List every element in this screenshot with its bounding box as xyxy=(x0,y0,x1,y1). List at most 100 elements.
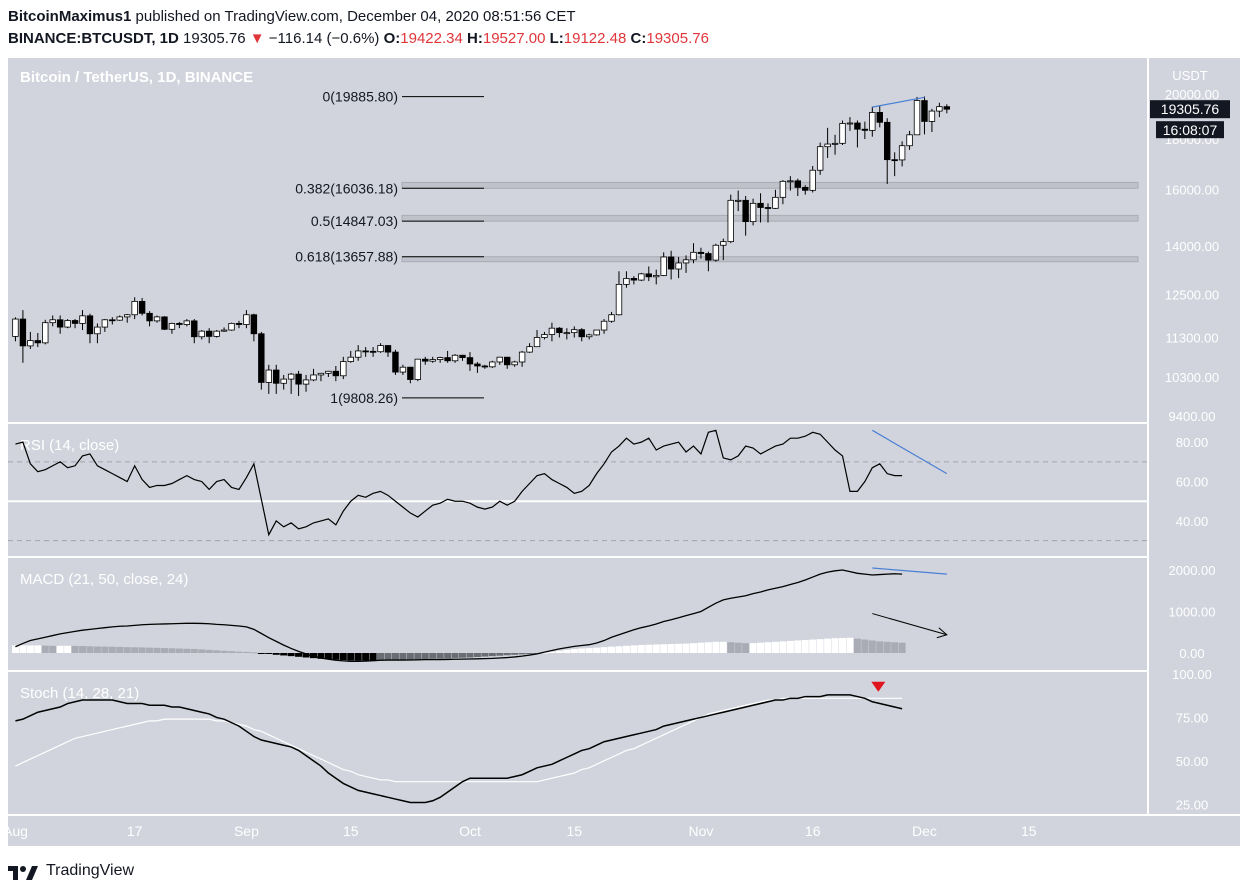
macd-histogram-bar xyxy=(846,637,854,653)
candle-body xyxy=(511,361,518,366)
sell-signal-marker-icon xyxy=(871,681,886,692)
macd-pane-title: MACD (21, 50, close, 24) xyxy=(20,571,188,588)
open-value: 19422.34 xyxy=(400,30,463,47)
candle-body xyxy=(787,180,794,183)
macd-histogram-bar xyxy=(578,648,586,653)
candle-body xyxy=(138,300,146,314)
candle-body xyxy=(802,186,809,191)
price-tick-label: 9400.00 xyxy=(1169,409,1216,424)
candle-body xyxy=(884,121,891,161)
candle-body xyxy=(310,374,317,381)
candle-body xyxy=(56,319,64,328)
candle-body xyxy=(593,329,600,336)
macd-histogram-bar xyxy=(652,644,660,653)
fib-level-label-0: 0(19885.80) xyxy=(322,89,398,105)
macd-histogram-bar xyxy=(49,645,57,653)
publisher-line: BitcoinMaximus1 published on TradingView… xyxy=(8,6,1228,28)
macd-histogram-bar xyxy=(108,646,116,653)
macd-histogram-bar xyxy=(608,646,616,653)
candle-body xyxy=(474,363,481,367)
candle-body xyxy=(34,340,42,344)
macd-histogram-bar xyxy=(779,641,787,653)
macd-histogram-bar xyxy=(369,653,377,661)
macd-histogram-bar xyxy=(794,640,802,653)
macd-histogram-bar xyxy=(801,640,809,653)
candle-body xyxy=(496,356,503,363)
macd-histogram-bar xyxy=(295,653,303,657)
candle-body xyxy=(906,134,913,147)
candle-body xyxy=(414,358,422,380)
candle-body xyxy=(191,320,198,338)
macd-histogram-bar xyxy=(153,647,161,653)
symbol-label: BINANCE:BTCUSDT, 1D xyxy=(8,30,179,47)
price-axis-background xyxy=(1149,58,1240,814)
macd-histogram-bar xyxy=(131,647,139,653)
macd-histogram-bar xyxy=(518,653,526,655)
candle-body xyxy=(183,320,191,325)
candle-body xyxy=(541,334,548,338)
candle-body xyxy=(839,123,846,144)
last-price-tag-label: 19305.76 xyxy=(1161,101,1220,117)
candle-body xyxy=(824,143,831,148)
macd-histogram-bar xyxy=(689,643,697,653)
macd-histogram-bar xyxy=(660,644,668,653)
price-tick-label: 12500.00 xyxy=(1165,287,1219,302)
candle-body xyxy=(176,323,183,325)
candle-body xyxy=(27,340,34,347)
macd-histogram-bar xyxy=(79,646,87,653)
candle-body xyxy=(600,320,608,331)
macd-histogram-bar xyxy=(473,653,481,658)
macd-histogram-bar xyxy=(749,643,757,653)
candle-body xyxy=(220,329,228,332)
macd-histogram-bar xyxy=(123,647,131,653)
candle-body xyxy=(548,327,556,335)
macd-histogram-bar xyxy=(205,649,213,653)
stoch-tick-label: 25.00 xyxy=(1176,797,1209,812)
price-tick-label: 20000.00 xyxy=(1165,87,1219,102)
candle-body xyxy=(265,369,272,383)
candle-body xyxy=(392,351,399,373)
macd-histogram-bar xyxy=(175,648,183,653)
fib-level-label-2: 0.5(14847.03) xyxy=(311,213,398,229)
price-change: −116.14 (−0.6%) xyxy=(268,30,380,47)
macd-histogram-bar xyxy=(391,653,399,661)
candle-body xyxy=(891,159,898,162)
candle-body xyxy=(623,278,630,285)
macd-histogram-bar xyxy=(64,645,72,653)
macd-histogram-bar xyxy=(302,653,310,658)
price-pane-title: Bitcoin / TetherUS, 1D, BINANCE xyxy=(20,69,253,86)
macd-histogram-bar xyxy=(235,651,243,653)
candle-body xyxy=(861,128,869,131)
fib-zone-1 xyxy=(401,181,1139,189)
macd-histogram-bar xyxy=(757,642,765,653)
candle-body xyxy=(444,357,451,362)
candle-body xyxy=(660,256,667,276)
candle-body xyxy=(19,318,27,347)
author-name[interactable]: BitcoinMaximus1 xyxy=(8,8,132,25)
macd-histogram-bar xyxy=(93,646,101,653)
candle-body xyxy=(705,253,712,261)
candle-body xyxy=(94,326,101,335)
tradingview-logo-icon xyxy=(8,866,38,880)
candle-body xyxy=(79,315,86,324)
candle-body xyxy=(645,273,652,278)
high-label: H: xyxy=(467,30,483,47)
rsi-tick-label: 60.00 xyxy=(1176,475,1209,490)
candle-body xyxy=(451,354,459,362)
candle-body xyxy=(429,359,436,362)
countdown-tag-label: 16:08:07 xyxy=(1163,122,1218,138)
macd-histogram-bar xyxy=(429,653,437,659)
candle-body xyxy=(876,112,883,123)
macd-histogram-bar xyxy=(280,653,288,656)
candle-body xyxy=(794,180,802,188)
macd-histogram-bar xyxy=(570,648,578,653)
candle-body xyxy=(734,199,742,202)
candle-body xyxy=(161,316,168,330)
candle-body xyxy=(287,373,295,380)
candle-body xyxy=(585,334,593,338)
candle-body xyxy=(153,316,161,322)
macd-histogram-bar xyxy=(771,641,779,653)
macd-histogram-bar xyxy=(764,642,772,653)
candle-body xyxy=(399,366,407,373)
